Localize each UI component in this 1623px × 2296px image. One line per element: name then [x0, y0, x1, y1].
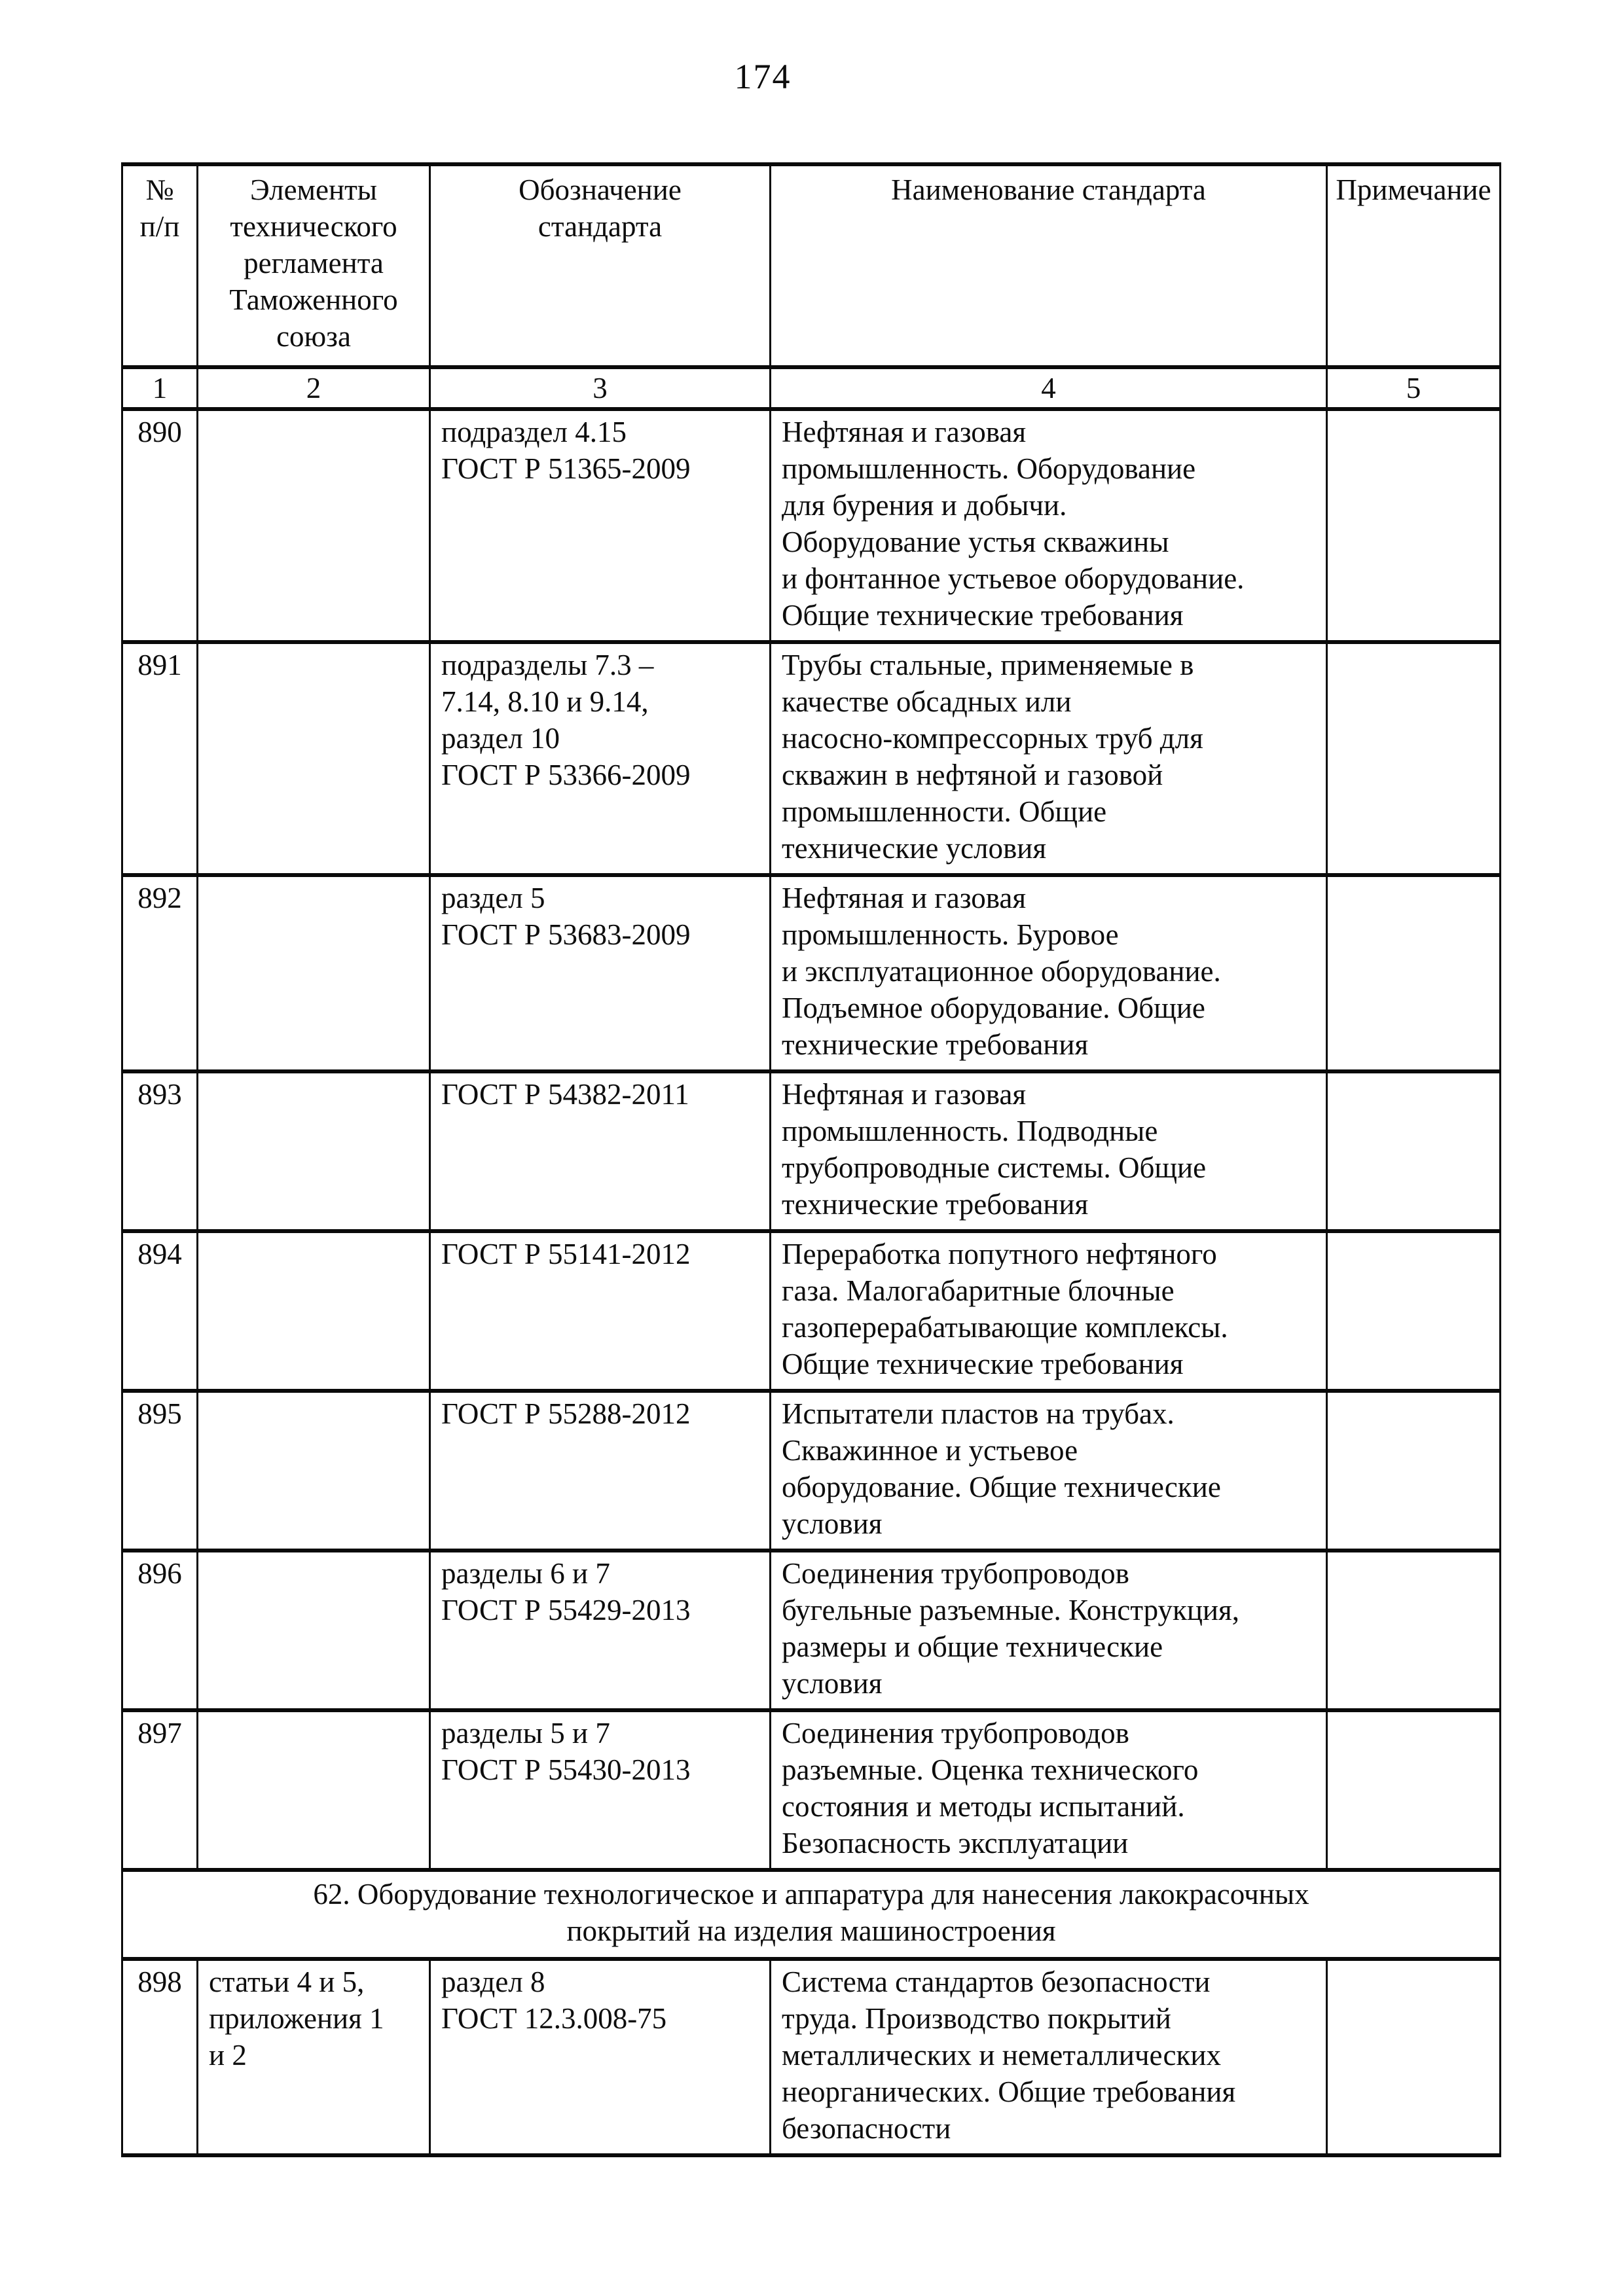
cell-elements	[196, 1708, 431, 1872]
cell-designation: ГОСТ Р 55288-2012	[429, 1389, 771, 1552]
cell-name: Переработка попутного нефтяного газа. Ма…	[769, 1229, 1328, 1393]
cell-designation: раздел 8 ГОСТ 12.3.008-75	[429, 1957, 771, 2157]
cell-note	[1326, 640, 1501, 877]
cell-name: Система стандартов безопасности труда. П…	[769, 1957, 1328, 2157]
cell-designation: подразделы 7.3 – 7.14, 8.10 и 9.14, разд…	[429, 640, 771, 877]
col-header-name: Наименование стандарта	[769, 162, 1328, 369]
table-row: 897 разделы 5 и 7 ГОСТ Р 55430-2013 Соед…	[121, 1708, 1501, 1872]
cell-elements	[196, 1229, 431, 1393]
cell-elements	[196, 1549, 431, 1712]
cell-name: Нефтяная и газовая промышленность. Буров…	[769, 873, 1328, 1073]
column-number: 4	[769, 365, 1328, 411]
section-header-row: 62. Оборудование технологическое и аппар…	[121, 1868, 1501, 1961]
cell-note	[1326, 407, 1501, 644]
cell-num: 891	[121, 640, 198, 877]
standards-table: № п/п Элементы технического регламента Т…	[121, 162, 1501, 2157]
column-number: 1	[121, 365, 198, 411]
cell-num: 897	[121, 1708, 198, 1872]
cell-note	[1326, 1957, 1501, 2157]
cell-elements	[196, 640, 431, 877]
section-header: 62. Оборудование технологическое и аппар…	[121, 1868, 1501, 1961]
cell-note	[1326, 1389, 1501, 1552]
cell-name: Трубы стальные, применяемые в качестве о…	[769, 640, 1328, 877]
column-numbers-row: 1 2 3 4 5	[121, 365, 1501, 411]
table-row: 890 подраздел 4.15 ГОСТ Р 51365-2009 Неф…	[121, 407, 1501, 644]
table-row: 891 подразделы 7.3 – 7.14, 8.10 и 9.14, …	[121, 640, 1501, 877]
cell-name: Нефтяная и газовая промышленность. Обору…	[769, 407, 1328, 644]
col-header-note: Примечание	[1326, 162, 1501, 369]
cell-elements	[196, 873, 431, 1073]
cell-designation: раздел 5 ГОСТ Р 53683-2009	[429, 873, 771, 1073]
cell-designation: ГОСТ Р 54382-2011	[429, 1069, 771, 1233]
column-number: 2	[196, 365, 431, 411]
header-row: № п/п Элементы технического регламента Т…	[121, 162, 1501, 369]
cell-name: Соединения трубопроводов бугельные разъе…	[769, 1549, 1328, 1712]
table-row: 893 ГОСТ Р 54382-2011 Нефтяная и газовая…	[121, 1069, 1501, 1233]
cell-designation: разделы 5 и 7 ГОСТ Р 55430-2013	[429, 1708, 771, 1872]
col-header-elements: Элементы технического регламента Таможен…	[196, 162, 431, 369]
cell-num: 893	[121, 1069, 198, 1233]
cell-num: 896	[121, 1549, 198, 1712]
cell-num: 898	[121, 1957, 198, 2157]
cell-note	[1326, 1229, 1501, 1393]
cell-designation: разделы 6 и 7 ГОСТ Р 55429-2013	[429, 1549, 771, 1712]
cell-num: 892	[121, 873, 198, 1073]
cell-elements	[196, 1389, 431, 1552]
cell-note	[1326, 1549, 1501, 1712]
cell-num: 890	[121, 407, 198, 644]
column-number: 3	[429, 365, 771, 411]
column-number: 5	[1326, 365, 1501, 411]
cell-designation: ГОСТ Р 55141-2012	[429, 1229, 771, 1393]
cell-name: Испытатели пластов на трубах. Скважинное…	[769, 1389, 1328, 1552]
cell-note	[1326, 1708, 1501, 1872]
table-row: 894 ГОСТ Р 55141-2012 Переработка попутн…	[121, 1229, 1501, 1393]
cell-note	[1326, 873, 1501, 1073]
table-row: 892 раздел 5 ГОСТ Р 53683-2009 Нефтяная …	[121, 873, 1501, 1073]
page-number: 174	[734, 57, 792, 96]
cell-note	[1326, 1069, 1501, 1233]
cell-elements	[196, 1069, 431, 1233]
cell-elements	[196, 407, 431, 644]
col-header-designation: Обозначение стандарта	[429, 162, 771, 369]
cell-elements: статьи 4 и 5, приложения 1 и 2	[196, 1957, 431, 2157]
table-row: 895 ГОСТ Р 55288-2012 Испытатели пластов…	[121, 1389, 1501, 1552]
cell-name: Соединения трубопроводов разъемные. Оцен…	[769, 1708, 1328, 1872]
col-header-num: № п/п	[121, 162, 198, 369]
table-row: 896 разделы 6 и 7 ГОСТ Р 55429-2013 Соед…	[121, 1549, 1501, 1712]
table-row: 898 статьи 4 и 5, приложения 1 и 2 разде…	[121, 1957, 1501, 2157]
cell-num: 895	[121, 1389, 198, 1552]
cell-num: 894	[121, 1229, 198, 1393]
cell-designation: подраздел 4.15 ГОСТ Р 51365-2009	[429, 407, 771, 644]
cell-name: Нефтяная и газовая промышленность. Подво…	[769, 1069, 1328, 1233]
